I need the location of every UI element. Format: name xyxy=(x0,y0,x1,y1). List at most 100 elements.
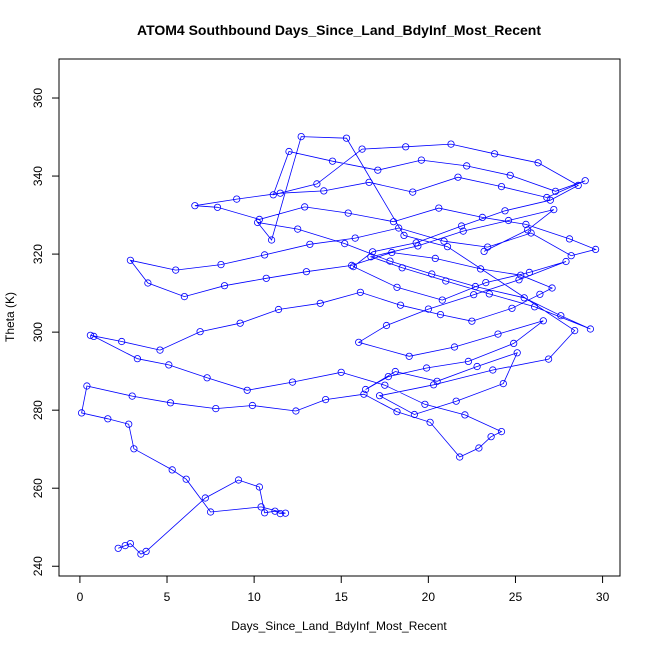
data-point xyxy=(431,254,439,262)
data-point xyxy=(482,278,490,287)
data-point xyxy=(485,290,493,298)
data-point xyxy=(144,279,152,287)
plot-area xyxy=(58,58,621,577)
data-point xyxy=(281,509,290,517)
x-tick-label: 5 xyxy=(164,590,171,604)
data-point xyxy=(565,235,574,243)
data-point xyxy=(429,381,438,389)
data-point xyxy=(443,243,452,251)
data-point xyxy=(497,427,506,436)
data-point xyxy=(351,234,359,242)
data-point xyxy=(316,299,324,307)
data-point xyxy=(501,207,509,215)
data-point xyxy=(201,494,209,502)
data-point xyxy=(499,379,507,388)
data-point xyxy=(341,240,349,248)
data-point xyxy=(522,220,530,228)
data-point xyxy=(114,544,122,552)
data-point xyxy=(384,372,392,381)
data-point xyxy=(168,466,176,474)
data-point xyxy=(196,328,204,336)
data-point xyxy=(276,189,284,197)
data-point xyxy=(254,218,262,227)
data-point xyxy=(517,271,525,279)
data-point xyxy=(497,183,506,191)
x-tick-label: 15 xyxy=(335,590,349,604)
data-point xyxy=(473,362,481,371)
data-point xyxy=(368,248,377,256)
data-point xyxy=(156,346,164,354)
x-tick-label: 25 xyxy=(509,590,523,604)
data-point xyxy=(274,305,283,314)
data-point xyxy=(233,195,241,203)
data-point xyxy=(355,338,363,346)
y-tick-label: 260 xyxy=(31,478,45,498)
data-point xyxy=(400,231,408,239)
x-tick-label: 30 xyxy=(596,590,610,604)
data-point xyxy=(436,310,445,319)
data-point xyxy=(126,256,134,264)
data-point xyxy=(506,171,514,179)
data-point xyxy=(450,343,459,351)
data-point xyxy=(86,331,95,339)
data-point xyxy=(461,411,469,419)
data-point xyxy=(539,317,547,325)
data-point xyxy=(417,156,425,164)
data-point xyxy=(321,395,330,404)
data-point xyxy=(367,253,375,261)
chart-title: ATOM4 Southbound Days_Since_Land_BdyInf_… xyxy=(137,22,541,38)
data-point xyxy=(292,407,300,415)
data-point xyxy=(191,202,199,210)
data-point xyxy=(166,399,175,407)
data-point xyxy=(405,352,413,360)
data-point xyxy=(396,301,405,309)
data-point xyxy=(487,433,495,441)
data-point xyxy=(294,225,302,233)
data-point xyxy=(414,242,422,250)
data-point xyxy=(255,483,263,491)
y-tick-label: 340 xyxy=(31,166,45,186)
data-point xyxy=(128,392,136,400)
data-point xyxy=(381,381,389,389)
data-point xyxy=(236,319,244,327)
data-point xyxy=(410,410,418,419)
data-point xyxy=(182,475,190,483)
data-point xyxy=(118,337,126,346)
data-point xyxy=(468,317,476,325)
data-point xyxy=(454,173,462,181)
y-tick-label: 280 xyxy=(31,400,45,420)
data-point xyxy=(78,409,86,417)
data-point xyxy=(426,418,434,426)
y-tick-label: 240 xyxy=(31,556,45,576)
data-point xyxy=(581,177,589,185)
data-point xyxy=(548,284,556,292)
x-axis: 0 5 10 15 20 25 30 xyxy=(77,575,610,604)
data-point xyxy=(551,187,560,195)
data-point xyxy=(349,262,357,271)
x-tick-label: 20 xyxy=(422,590,436,604)
data-point xyxy=(562,257,570,266)
data-point xyxy=(386,257,394,265)
data-point xyxy=(571,326,579,335)
data-point xyxy=(285,147,293,156)
data-point xyxy=(435,204,443,212)
data-point xyxy=(456,453,464,461)
data-point xyxy=(483,243,492,251)
data-point xyxy=(358,145,366,153)
data-point xyxy=(243,386,251,394)
data-point xyxy=(567,252,575,260)
data-point xyxy=(328,157,337,165)
data-point xyxy=(546,196,554,204)
data-point xyxy=(504,216,513,225)
data-point xyxy=(213,203,222,211)
data-point xyxy=(133,355,141,363)
data-point xyxy=(83,382,91,390)
data-point xyxy=(375,392,384,400)
data-point xyxy=(424,305,432,313)
data-point xyxy=(180,292,188,301)
data-point xyxy=(348,261,356,269)
data-point xyxy=(388,248,396,257)
data-point xyxy=(421,400,429,408)
data-point xyxy=(320,187,328,195)
data-point xyxy=(510,339,518,347)
